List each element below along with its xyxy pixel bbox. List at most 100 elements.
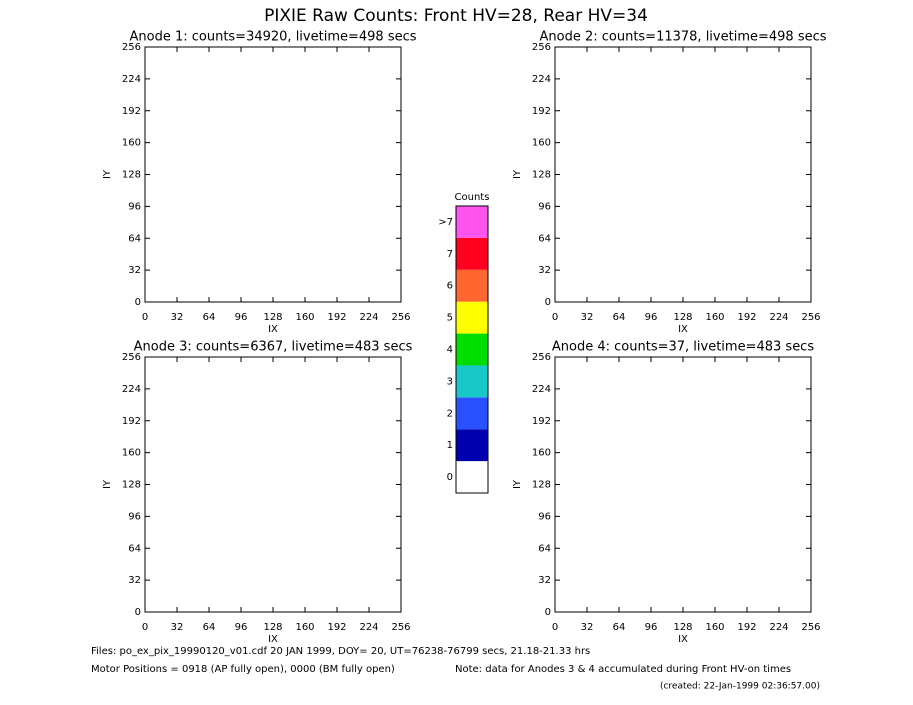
x-tick-label: 96 xyxy=(235,622,248,633)
colorbar-label: 1 xyxy=(447,440,453,451)
colorbar-label: >7 xyxy=(438,217,453,228)
colorbar-swatch xyxy=(456,365,488,398)
x-tick-label: 32 xyxy=(171,622,184,633)
x-tick-label: 96 xyxy=(645,312,658,323)
y-tick-label: 0 xyxy=(135,297,141,308)
y-tick-label: 256 xyxy=(122,352,141,363)
y-tick-label: 160 xyxy=(122,448,141,459)
y-tick-label: 32 xyxy=(538,265,551,276)
figure-title: PIXIE Raw Counts: Front HV=28, Rear HV=3… xyxy=(264,6,648,26)
y-tick-label: 128 xyxy=(122,170,141,181)
colorbar-label: 3 xyxy=(447,376,453,387)
footer-files: Files: po_ex_pix_19990120_v01.cdf 20 JAN… xyxy=(91,646,590,657)
y-tick-label: 128 xyxy=(122,480,141,491)
panel-title: Anode 3: counts=6367, livetime=483 secs xyxy=(134,340,413,355)
x-tick-label: 0 xyxy=(142,312,148,323)
x-axis-label: IX xyxy=(678,324,688,335)
x-tick-label: 224 xyxy=(769,622,788,633)
x-tick-label: 128 xyxy=(673,312,692,323)
x-axis-label: IX xyxy=(268,324,278,335)
x-axis-label: IX xyxy=(678,634,688,645)
y-tick-label: 192 xyxy=(122,416,141,427)
colorbar-label: 7 xyxy=(447,249,453,260)
x-tick-label: 256 xyxy=(391,312,410,323)
y-tick-label: 224 xyxy=(122,74,141,85)
x-tick-label: 224 xyxy=(769,312,788,323)
panel-title: Anode 1: counts=34920, livetime=498 secs xyxy=(129,30,416,45)
y-tick-label: 0 xyxy=(545,297,551,308)
x-tick-label: 192 xyxy=(327,312,346,323)
colorbar-label: 5 xyxy=(447,313,453,324)
panel-title: Anode 2: counts=11378, livetime=498 secs xyxy=(539,30,826,45)
y-tick-label: 160 xyxy=(532,138,551,149)
x-tick-label: 128 xyxy=(263,622,282,633)
y-tick-label: 160 xyxy=(122,138,141,149)
colorbar-frame xyxy=(455,205,489,494)
x-tick-label: 224 xyxy=(359,622,378,633)
y-tick-label: 128 xyxy=(532,170,551,181)
plot-area xyxy=(554,46,812,303)
y-tick-label: 64 xyxy=(128,233,141,244)
x-tick-label: 192 xyxy=(737,622,756,633)
x-tick-label: 256 xyxy=(391,622,410,633)
panel-title: Anode 4: counts=37, livetime=483 secs xyxy=(552,340,814,355)
colorbar-swatch xyxy=(456,301,488,334)
y-tick-label: 64 xyxy=(538,543,551,554)
x-tick-label: 160 xyxy=(295,312,314,323)
colorbar-label: 6 xyxy=(447,281,453,292)
x-tick-label: 64 xyxy=(203,622,216,633)
y-axis-label: IY xyxy=(512,479,523,489)
x-tick-label: 0 xyxy=(552,622,558,633)
y-tick-label: 64 xyxy=(538,233,551,244)
x-tick-label: 32 xyxy=(581,622,594,633)
y-axis-label: IY xyxy=(102,169,113,179)
x-tick-label: 160 xyxy=(295,622,314,633)
x-tick-label: 128 xyxy=(673,622,692,633)
y-tick-label: 192 xyxy=(122,106,141,117)
plot-area xyxy=(554,356,812,613)
colorbar-swatch xyxy=(456,333,488,366)
y-tick-label: 0 xyxy=(135,607,141,618)
x-tick-label: 256 xyxy=(801,312,820,323)
x-tick-label: 0 xyxy=(552,312,558,323)
x-tick-label: 64 xyxy=(203,312,216,323)
colorbar-swatch xyxy=(456,206,488,238)
y-axis-label: IY xyxy=(102,479,113,489)
y-tick-label: 256 xyxy=(122,42,141,53)
x-tick-label: 160 xyxy=(705,312,724,323)
y-tick-label: 192 xyxy=(532,106,551,117)
x-tick-label: 64 xyxy=(613,622,626,633)
y-tick-label: 224 xyxy=(532,74,551,85)
x-tick-label: 64 xyxy=(613,312,626,323)
plot-area xyxy=(144,356,402,613)
colorbar-swatch xyxy=(456,269,488,302)
plot-area xyxy=(144,46,402,303)
colorbar-swatch xyxy=(456,461,488,493)
y-tick-label: 192 xyxy=(532,416,551,427)
colorbar-swatch xyxy=(456,429,488,462)
y-tick-label: 224 xyxy=(122,384,141,395)
y-tick-label: 32 xyxy=(128,575,141,586)
y-tick-label: 224 xyxy=(532,384,551,395)
y-tick-label: 160 xyxy=(532,448,551,459)
footer-note: Note: data for Anodes 3 & 4 accumulated … xyxy=(455,664,791,675)
x-tick-label: 96 xyxy=(235,312,248,323)
y-tick-label: 32 xyxy=(538,575,551,586)
footer-created: (created: 22-Jan-1999 02:36:57.00) xyxy=(660,682,820,692)
footer-motor: Motor Positions = 0918 (AP fully open), … xyxy=(91,664,395,675)
x-tick-label: 160 xyxy=(705,622,724,633)
y-tick-label: 0 xyxy=(545,607,551,618)
x-tick-label: 192 xyxy=(737,312,756,323)
y-tick-label: 64 xyxy=(128,543,141,554)
y-tick-label: 128 xyxy=(532,480,551,491)
colorbar-label: 4 xyxy=(447,345,453,356)
colorbar-label: 2 xyxy=(447,408,453,419)
colorbar-title: Counts xyxy=(455,192,490,203)
y-tick-label: 96 xyxy=(128,511,141,522)
x-tick-label: 32 xyxy=(171,312,184,323)
x-tick-label: 224 xyxy=(359,312,378,323)
x-tick-label: 256 xyxy=(801,622,820,633)
y-tick-label: 96 xyxy=(538,201,551,212)
x-tick-label: 32 xyxy=(581,312,594,323)
y-tick-label: 32 xyxy=(128,265,141,276)
